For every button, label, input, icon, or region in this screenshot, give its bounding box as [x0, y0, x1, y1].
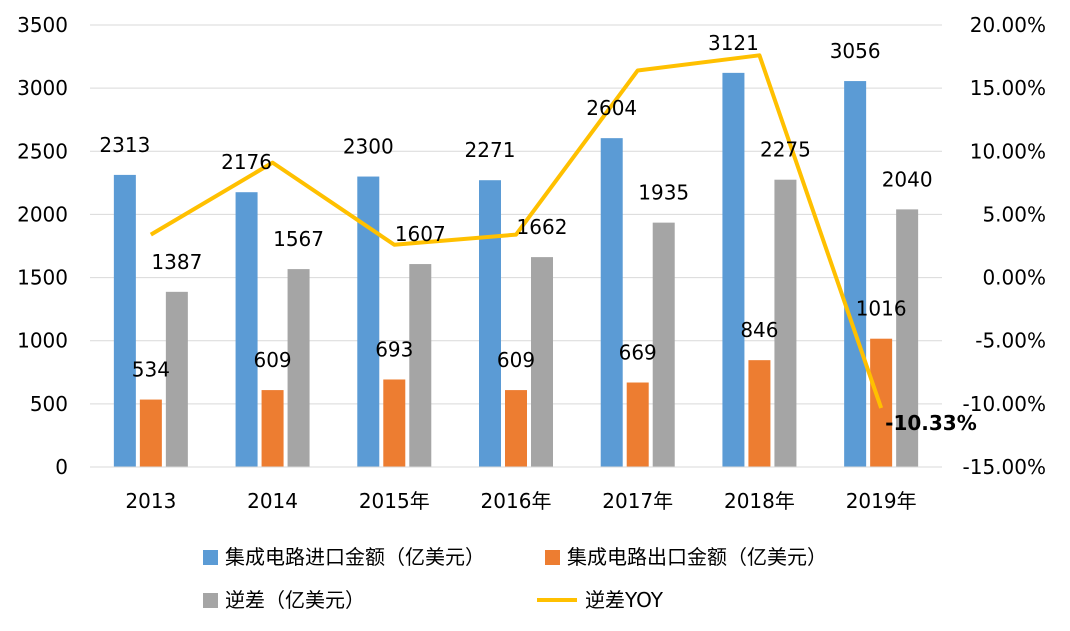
- bar-data-label: 669: [619, 341, 657, 365]
- bar-data-label: 1567: [273, 227, 324, 251]
- bar-data-label: 2313: [99, 133, 150, 157]
- bar-data-label: 2300: [343, 135, 394, 159]
- bar: [479, 180, 501, 467]
- right-axis-tick-label: 10.00%: [970, 139, 1046, 163]
- left-axis-tick-label: 1000: [17, 329, 68, 353]
- bar: [844, 81, 867, 467]
- bar-data-label: 3121: [708, 31, 759, 55]
- legend-swatch: [203, 593, 218, 608]
- bar-data-label: 2176: [221, 150, 272, 174]
- bar: [774, 179, 797, 467]
- x-axis-tick-label: 2018年: [724, 489, 795, 513]
- bar-data-label: 609: [497, 348, 535, 372]
- right-axis-tick-label: 0.00%: [982, 266, 1046, 290]
- bar-data-label: 1662: [517, 215, 568, 239]
- legend-swatch: [545, 550, 560, 565]
- right-axis-tick-label: 20.00%: [970, 13, 1046, 37]
- bar: [165, 291, 188, 467]
- right-axis-tick-label: -15.00%: [963, 455, 1046, 479]
- legend-swatch: [203, 550, 218, 565]
- yoy-data-label: -10.33%: [885, 411, 977, 435]
- left-axis-tick-label: 3000: [17, 76, 68, 100]
- bar: [261, 390, 284, 467]
- bar: [235, 192, 258, 468]
- right-axis-tick-label: 15.00%: [970, 76, 1046, 100]
- bar: [531, 257, 553, 467]
- legend-label: 逆差YOY: [585, 588, 664, 612]
- bar: [357, 176, 380, 468]
- bar: [600, 138, 623, 468]
- left-axis-tick-label: 0: [55, 455, 68, 479]
- bar-data-label: 2604: [586, 96, 637, 120]
- legend-label: 集成电路出口金额（亿美元）: [567, 545, 827, 569]
- bar-data-label: 693: [375, 337, 413, 361]
- yoy-line: [149, 53, 884, 409]
- bar-data-label: 1607: [395, 222, 446, 246]
- bar-series: [113, 72, 919, 468]
- bar: [748, 360, 771, 467]
- bar: [652, 222, 675, 467]
- bar-data-label: 1387: [151, 250, 202, 274]
- bar-data-label: 609: [253, 348, 291, 372]
- left-axis-tick-label: 1500: [17, 266, 68, 290]
- bar: [505, 390, 527, 467]
- bar: [626, 382, 649, 467]
- right-axis-tick-label: -10.00%: [963, 392, 1046, 416]
- bar-data-label: 1935: [638, 181, 689, 205]
- axes: 0 500 1000 1500 2000 2500 3000 3500 -15.00% -10.0…: [17, 13, 1046, 513]
- bar: [722, 72, 745, 467]
- bar: [409, 264, 432, 467]
- bar-data-label: 2275: [760, 138, 811, 162]
- bar: [896, 209, 919, 467]
- bar-data-label: 2271: [465, 138, 516, 162]
- bar: [383, 379, 406, 467]
- gridlines: [90, 24, 942, 468]
- bar-data-label: 846: [740, 318, 778, 342]
- legend: 集成电路进口金额（亿美元） 集成电路出口金额（亿美元） 逆差（亿美元） 逆差YOY: [203, 545, 827, 612]
- right-axis-tick-label: 5.00%: [982, 202, 1046, 226]
- x-axis-tick-label: 2015年: [359, 489, 430, 513]
- x-axis-tick-label: 2013: [125, 489, 176, 513]
- bar-data-label: 3056: [830, 39, 881, 63]
- legend-label: 集成电路进口金额（亿美元）: [225, 545, 485, 569]
- x-axis-tick-label: 2016年: [481, 489, 552, 513]
- x-axis-tick-label: 2014: [247, 489, 298, 513]
- x-axis-tick-label: 2017年: [602, 489, 673, 513]
- left-axis-tick-label: 2500: [17, 139, 68, 163]
- x-axis-tick-label: 2019年: [846, 489, 917, 513]
- bar: [287, 269, 310, 467]
- line-series: [149, 53, 884, 409]
- bar: [139, 399, 162, 467]
- bar: [113, 174, 136, 468]
- right-axis-tick-label: -5.00%: [975, 329, 1046, 353]
- bar-data-label: 534: [132, 358, 170, 382]
- left-axis-tick-label: 2000: [17, 202, 68, 226]
- bar-data-label: 2040: [882, 167, 933, 191]
- left-axis-tick-label: 3500: [17, 13, 68, 37]
- legend-label: 逆差（亿美元）: [225, 588, 365, 612]
- data-labels: 2313 2176 2300 2271 2604 3121 3056 534 609 693 609…: [99, 31, 976, 435]
- bar-data-label: 1016: [856, 297, 907, 321]
- left-axis-tick-label: 500: [30, 392, 68, 416]
